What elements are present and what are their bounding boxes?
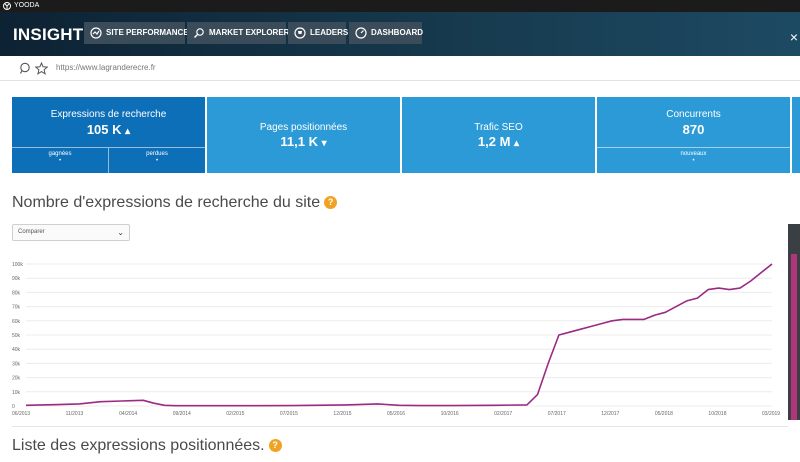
x-tick-label: 04/2014 [119,411,137,417]
y-tick-label: 100k [12,262,23,268]
card-title: Pages positionnées [259,122,348,133]
value-text: 11,1 K [280,134,318,149]
sub-perdues[interactable]: perdues • [108,148,205,174]
card-partial[interactable] [792,97,800,173]
x-tick-label: 12/2015 [333,411,351,417]
tab-label: DASHBOARD [371,28,423,37]
tab-site-performance[interactable]: SITE PERFORMANCE [84,22,189,44]
y-tick-label: 90k [12,276,21,282]
tab-dashboard[interactable]: DASHBOARD [349,22,423,44]
x-tick-label: 07/2017 [548,411,566,417]
x-tick-label: 07/2015 [280,411,298,417]
y-tick-label: 60k [12,319,21,325]
card-concurrents[interactable]: Concurrents 870 nouveaux • [597,97,790,173]
search-icon [193,28,204,39]
y-tick-label: 70k [12,305,21,311]
select-value: Comparer [18,229,45,235]
card-title: Expressions de recherche [50,109,167,120]
yooda-logo-icon [3,2,11,10]
trend-up-icon: ▴ [514,138,520,149]
sub-nouveaux[interactable]: nouveaux • [597,148,790,174]
line-chart: 0 10k 20k 30k 40k 50k 60k 70k 80k 90k 100k 06/2013 1… [12,262,780,417]
section-title-text: Liste des expressions positionnées. [12,437,265,454]
sub-label: perdues [146,151,168,157]
divider [12,426,788,427]
tab-market-explorer[interactable]: MARKET EXPLORER [187,22,290,44]
help-icon[interactable]: ? [324,196,338,210]
y-tick-label: 50k [12,333,21,339]
star-icon[interactable] [35,62,48,75]
help-icon[interactable]: ? [268,439,282,453]
gauge-icon [90,27,102,39]
chevron-down-icon: ⌄ [117,228,124,237]
tab-label: MARKET EXPLORER [209,28,290,37]
app-top-strip: YOODA [0,0,800,12]
card-pages[interactable]: Pages positionnées 11,1 K ▾ [207,97,400,173]
x-tick-label: 02/2017 [494,411,512,417]
x-tick-label: 03/2019 [762,411,780,417]
x-tick-label: 06/2013 [12,411,30,417]
y-tick-label: 10k [12,390,21,396]
x-tick-label: 10/2018 [708,411,726,417]
y-tick-label: 40k [12,347,21,353]
card-expressions[interactable]: Expressions de recherche 105 K ▴ gagnées… [12,97,205,174]
tab-label: SITE PERFORMANCE [106,28,189,37]
url-bar: https://www.lagranderecre.fr [0,56,800,81]
card-subrow: nouveaux • [597,147,790,173]
value-text: 1,2 M [477,134,511,149]
list-section-title: Liste des expressions positionnées.? [12,437,282,455]
y-tick-label: 30k [12,361,21,367]
x-tick-label: 05/2016 [387,411,405,417]
brand-title: INSIGHT [13,25,84,44]
site-url[interactable]: https://www.lagranderecre.fr [56,63,156,72]
card-value: 11,1 K ▾ [207,134,400,149]
x-tick-label: 05/2018 [655,411,673,417]
x-tick-label: 10/2016 [441,411,459,417]
dot-icon: • [58,158,62,164]
card-value: 105 K ▴ [12,122,205,137]
chart-section-title: Nombre d'expressions de recherche du sit… [12,194,338,212]
sub-label: nouveaux [680,151,707,157]
section-title-text: Nombre d'expressions de recherche du sit… [12,194,321,211]
y-tick-label: 0 [12,404,15,410]
x-tick-label: 09/2014 [173,411,191,417]
trend-down-icon: ▾ [321,138,327,149]
tab-leaders[interactable]: LEADERS [288,22,349,44]
card-trafic[interactable]: Trafic SEO 1,2 M ▴ [402,97,595,173]
card-value: 1,2 M ▴ [402,134,595,149]
dot-icon: • [692,158,695,164]
comment-icon[interactable] [18,62,31,75]
value-text: 105 K [86,122,122,137]
trophy-icon [294,27,306,39]
dashboard-icon [355,27,367,39]
compare-select[interactable]: Comparer ⌄ [12,224,130,241]
x-tick-label: 11/2013 [66,411,84,417]
card-value: 870 [682,122,705,137]
y-tick-label: 80k [12,290,21,296]
y-tick-label: 20k [12,376,21,382]
sub-label: gagnées [48,151,72,157]
close-icon[interactable]: × [789,29,798,45]
scroll-thumb[interactable] [791,254,797,420]
tab-label: LEADERS [310,28,349,37]
x-tick-label: 02/2015 [226,411,244,417]
series-line [25,263,773,407]
side-scrollbar[interactable] [788,224,800,420]
sub-gagnees[interactable]: gagnées • [12,148,108,174]
header-bar: INSIGHT SITE PERFORMANCE MARKET EXPLORER… [0,12,800,56]
card-title: Concurrents [666,109,721,120]
app-top-label: YOODA [14,2,40,9]
card-title: Trafic SEO [474,122,523,133]
trend-up-icon: ▴ [125,126,131,137]
x-tick-label: 12/2017 [601,411,619,417]
card-subrow: gagnées • perdues • [12,147,205,174]
kpi-cards: Expressions de recherche 105 K ▴ gagnées… [12,97,800,174]
dot-icon: • [155,158,159,164]
